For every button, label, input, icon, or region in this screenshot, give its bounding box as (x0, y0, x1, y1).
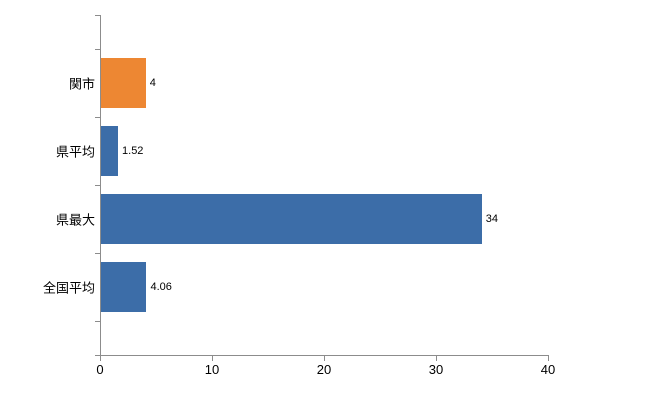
value-label: 34 (485, 213, 499, 225)
bar (101, 58, 146, 108)
x-tick-label: 10 (204, 362, 220, 377)
x-tick-mark (436, 356, 437, 361)
y-tick-mark (95, 253, 100, 254)
y-tick-mark (95, 15, 100, 16)
y-tick-mark (95, 185, 100, 186)
x-tick-mark (548, 356, 549, 361)
category-label: 県最大 (55, 212, 95, 228)
bar (101, 262, 147, 312)
y-tick-mark (95, 321, 100, 322)
bar (101, 194, 482, 244)
y-tick-mark (95, 355, 100, 356)
category-label: 県平均 (55, 144, 95, 160)
value-label: 4.06 (150, 281, 172, 293)
y-axis-line (100, 15, 101, 356)
value-label: 4 (149, 77, 156, 89)
x-tick-mark (100, 356, 101, 361)
value-label: 1.52 (122, 145, 144, 157)
x-tick-label: 40 (540, 362, 556, 377)
y-tick-mark (95, 117, 100, 118)
category-label: 関市 (68, 76, 95, 92)
bar (101, 126, 119, 176)
y-tick-mark (95, 49, 100, 50)
category-label: 全国平均 (42, 280, 95, 296)
x-tick-label: 20 (316, 362, 332, 377)
x-tick-mark (212, 356, 213, 361)
x-tick-mark (324, 356, 325, 361)
x-tick-label: 0 (96, 362, 104, 377)
x-tick-label: 30 (428, 362, 444, 377)
x-axis-line (100, 355, 549, 356)
